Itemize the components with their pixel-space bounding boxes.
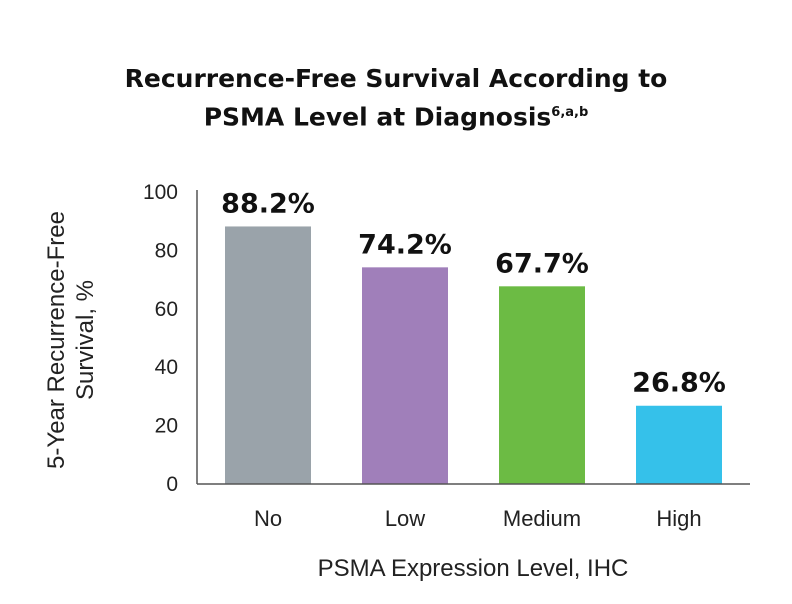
- x-axis-title: PSMA Expression Level, IHC: [318, 555, 629, 582]
- chart-title-line1: Recurrence-Free Survival According to: [124, 64, 668, 93]
- chart-title: Recurrence-Free Survival According to PS…: [0, 62, 792, 134]
- y-tick-label: 20: [155, 415, 178, 438]
- y-tick-label: 100: [143, 181, 178, 204]
- bar-medium: [499, 286, 585, 484]
- bar-high: [636, 405, 722, 484]
- x-tick-label-high: High: [656, 506, 701, 531]
- chart-title-superscript: 6,a,b: [551, 105, 589, 120]
- data-label-no: 88.2%: [221, 188, 315, 219]
- x-tick-label-low: Low: [385, 506, 425, 531]
- y-tick-label: 40: [155, 356, 178, 379]
- data-label-low: 74.2%: [358, 229, 452, 260]
- y-axis-title-line2: Survival, %: [72, 280, 99, 400]
- y-axis-title-line1: 5-Year Recurrence-Free: [43, 211, 70, 469]
- bar-no: [225, 226, 311, 484]
- y-tick-label: 80: [155, 239, 178, 262]
- data-label-medium: 67.7%: [495, 248, 589, 279]
- bar-low: [362, 267, 448, 484]
- y-axis-title: 5-Year Recurrence-Free Survival, %: [43, 211, 99, 469]
- y-tick-label: 60: [155, 298, 178, 321]
- x-tick-label-medium: Medium: [503, 506, 581, 531]
- y-tick-label: 0: [166, 473, 178, 496]
- x-tick-label-no: No: [254, 506, 282, 531]
- data-label-high: 26.8%: [632, 368, 726, 399]
- chart-title-line2: PSMA Level at Diagnosis: [203, 102, 552, 132]
